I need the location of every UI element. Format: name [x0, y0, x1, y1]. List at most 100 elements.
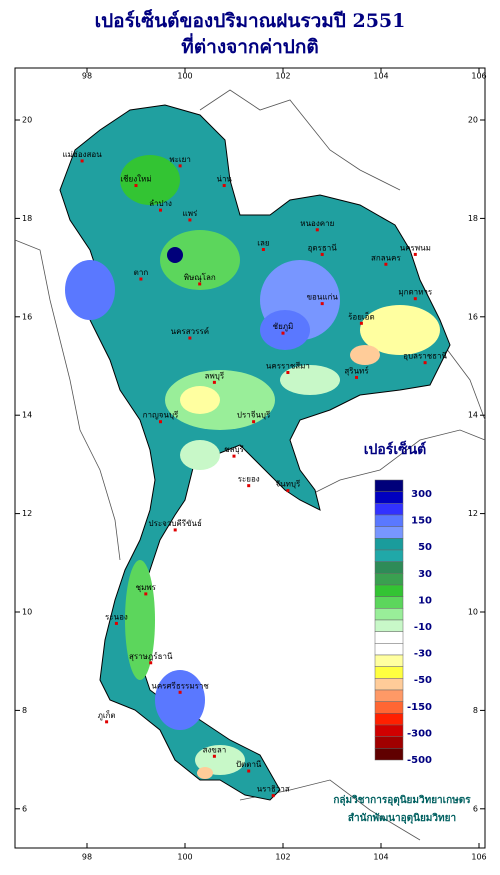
station-marker [413, 297, 417, 301]
lon-tick-label: 106 [471, 72, 486, 81]
province-label: นครศรีธรรมราช [151, 681, 209, 690]
legend-label: 30 [418, 569, 432, 580]
station-marker [261, 248, 265, 251]
station-marker [149, 661, 153, 665]
province-label: เชียงใหม่ [120, 175, 151, 184]
station-marker [413, 252, 417, 256]
legend-swatch [374, 608, 404, 621]
station-marker [159, 208, 162, 212]
lat-tick-label: 20 [22, 116, 32, 125]
lat-tick-label: 8 [22, 706, 27, 715]
province-label: หนองคาย [300, 219, 334, 228]
province-label: ชลบุรี [224, 445, 244, 454]
station-marker [198, 282, 202, 286]
province-label: พะเยา [169, 155, 190, 164]
province-label: ปัตตานี [236, 760, 262, 769]
station-marker [232, 454, 236, 458]
province-label: นราธิวาส [257, 785, 290, 794]
station-marker [286, 489, 290, 493]
province-label: แพร่ [183, 209, 198, 218]
legend-swatch [374, 736, 404, 749]
legend-swatch [374, 689, 404, 702]
province-label: เลย [257, 239, 269, 248]
lat-tick-label: 10 [468, 608, 478, 617]
station-marker [359, 321, 363, 325]
station-marker [173, 528, 177, 532]
province-label: นครราชสีมา [266, 362, 310, 371]
station-marker [271, 794, 275, 798]
province-label: ระยอง [238, 475, 260, 484]
province-label: สุรินทร์ [344, 365, 369, 375]
station-marker [315, 228, 319, 232]
province-label: ระนอง [105, 612, 128, 621]
lon-tick-label: 104 [373, 853, 388, 862]
station-marker [384, 262, 388, 266]
legend-swatch [374, 491, 404, 504]
lat-tick-label: 12 [468, 509, 478, 518]
lon-tick-label: 100 [177, 853, 192, 862]
legend-label: -50 [414, 675, 432, 686]
province-label: กาญจนบุรี [143, 411, 179, 420]
station-marker [281, 331, 285, 335]
province-label: สงขลา [203, 745, 227, 754]
province-label: ปราจีนบุรี [237, 411, 271, 420]
lat-tick-label: 16 [22, 312, 32, 321]
station-marker [355, 375, 358, 379]
province-label: ชัยภูมิ [273, 322, 294, 332]
station-marker [144, 592, 148, 596]
station-marker [159, 420, 162, 424]
legend-label: 300 [411, 489, 432, 500]
province-label: ชุมพร [136, 583, 157, 592]
province-label: จันทบุรี [275, 480, 301, 489]
legend-label: 10 [418, 595, 432, 606]
legend-swatch [374, 724, 404, 737]
legend-title: เปอร์เซ็นต์ [364, 440, 427, 458]
lat-tick-label: 14 [22, 411, 32, 420]
station-marker [222, 184, 226, 188]
province-label: สุราษฎร์ธานี [129, 651, 173, 661]
legend-swatch [374, 678, 404, 691]
province-label: นครพนม [400, 243, 431, 252]
province-label: ประจวบคีรีขันธ์ [148, 518, 202, 528]
legend-swatch [374, 666, 404, 679]
legend-label: -500 [407, 755, 432, 766]
station-marker [178, 164, 182, 168]
legend-label: -10 [414, 622, 432, 633]
station-marker [212, 754, 216, 758]
legend-swatch [374, 643, 404, 656]
station-marker [252, 420, 256, 424]
lat-tick-label: 18 [22, 214, 32, 223]
station-marker [139, 277, 143, 281]
station-marker [247, 769, 251, 773]
rainfall-surface [59, 104, 451, 801]
station-marker [423, 361, 427, 365]
lon-tick-label: 106 [471, 853, 486, 862]
province-label: นครสวรรค์ [171, 326, 209, 336]
lon-tick-label: 102 [275, 72, 290, 81]
province-label: ตาก [134, 268, 149, 277]
lon-tick-label: 98 [82, 853, 92, 862]
legend-swatch [374, 549, 404, 562]
lat-tick-label: 18 [468, 214, 478, 223]
province-label: มุกดาหาร [398, 288, 433, 297]
legend-swatch [374, 573, 404, 586]
province-label: น่าน [216, 175, 232, 184]
province-label: อุบลราชธานี [403, 352, 447, 361]
title: เปอร์เซ็นต์ของปริมาณฝนรวมปี 2551 [95, 8, 406, 32]
station-marker [212, 380, 216, 384]
legend-swatch [374, 713, 404, 726]
station-marker [320, 252, 324, 256]
legend-swatch [374, 654, 404, 667]
province-label: ลำปาง [149, 199, 172, 208]
legend-swatch [374, 748, 404, 761]
province-label: แม่ฮ่องสอน [63, 150, 103, 159]
lon-tick-label: 102 [275, 853, 290, 862]
province-label: อุดรธานี [308, 243, 338, 252]
lat-tick-label: 14 [468, 411, 478, 420]
legend-swatch [374, 526, 404, 539]
station-marker [188, 218, 192, 222]
station-marker [105, 720, 109, 724]
lat-tick-label: 8 [473, 706, 478, 715]
legend-swatch [374, 561, 404, 574]
